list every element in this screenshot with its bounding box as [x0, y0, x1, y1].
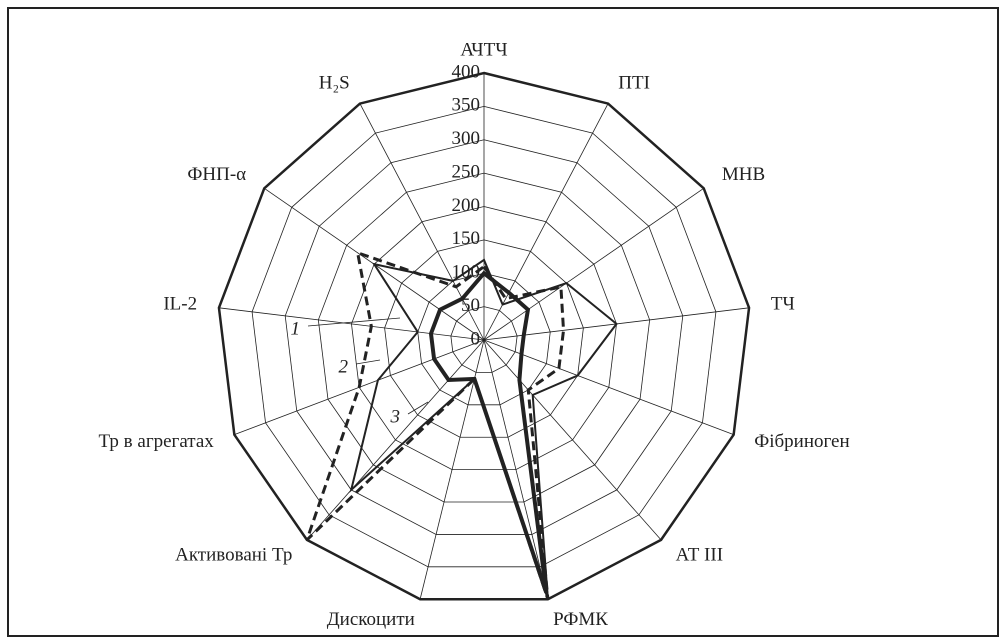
r-tick-label: 250 — [452, 161, 481, 182]
spoke — [359, 103, 485, 341]
axis-label: ТЧ — [771, 294, 795, 315]
r-tick-label: 400 — [452, 61, 481, 82]
axis-label: H₂S — [319, 72, 350, 93]
grid-ring — [251, 105, 717, 568]
spoke — [218, 307, 485, 341]
r-tick-label: 150 — [452, 228, 481, 249]
spoke — [483, 103, 609, 341]
spoke — [483, 339, 549, 600]
leader-line — [307, 317, 401, 327]
grid-ring — [384, 239, 584, 438]
axis-label: АТ ІІІ — [676, 545, 723, 566]
axis-label: IL-2 — [163, 294, 197, 315]
axis-label: Дискоцити — [327, 609, 415, 630]
r-tick-label: 300 — [452, 128, 481, 149]
series-label: 1 — [291, 318, 301, 339]
series-label: 2 — [339, 356, 349, 377]
axis-label: РФМК — [553, 609, 608, 630]
grid-ring — [217, 71, 751, 601]
r-tick-label: 200 — [452, 195, 481, 216]
grid-ring — [450, 306, 518, 373]
series-line — [428, 270, 549, 594]
grid-ring — [317, 172, 651, 503]
spoke — [419, 339, 485, 600]
axis-label: МНВ — [722, 164, 765, 185]
axis-label: АЧТЧ — [460, 39, 507, 60]
grid-ring — [284, 139, 684, 535]
leader-line — [355, 359, 381, 365]
axis-label: Фібриноген — [754, 431, 849, 452]
r-tick-label: 350 — [452, 95, 481, 116]
r-tick-label: 50 — [461, 295, 480, 316]
spoke — [483, 187, 704, 341]
axis-label: ФНП-α — [187, 164, 246, 185]
axis-label: Активовані Тр — [175, 545, 292, 566]
spoke — [483, 339, 734, 436]
grid-ring — [351, 206, 617, 471]
leader-line — [407, 401, 429, 415]
frame — [7, 7, 999, 637]
axis-label: Тр в агрегатах — [99, 431, 215, 452]
spoke — [483, 339, 662, 541]
spoke — [306, 339, 485, 541]
axis-label: ПТІ — [618, 72, 650, 93]
series-label: 3 — [390, 406, 401, 427]
